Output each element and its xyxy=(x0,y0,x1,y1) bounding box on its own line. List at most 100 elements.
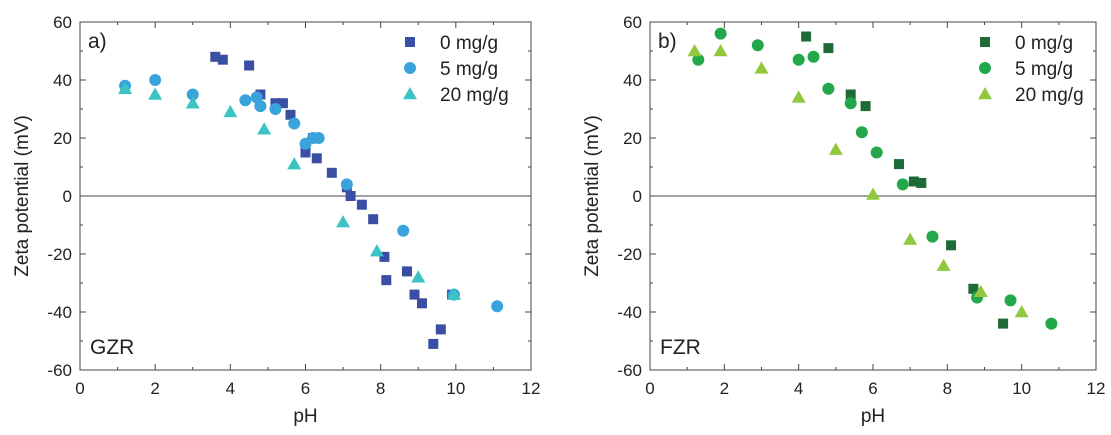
data-point-square xyxy=(845,89,856,100)
y-tick-label: 40 xyxy=(53,71,72,90)
panel-label: a) xyxy=(88,30,107,53)
data-point-circle xyxy=(239,94,252,107)
data-point-triangle xyxy=(791,90,806,103)
data-point-circle xyxy=(288,117,301,130)
y-tick-label: 60 xyxy=(623,13,642,32)
data-point-square xyxy=(409,289,420,300)
data-point-triangle xyxy=(713,44,728,57)
data-point-circle xyxy=(751,39,764,52)
series-circle xyxy=(692,27,1058,330)
data-point-circle xyxy=(491,300,504,313)
series-triangle xyxy=(687,44,1029,318)
data-point-circle xyxy=(254,100,267,113)
data-point-square xyxy=(368,214,379,225)
data-point-triangle xyxy=(687,44,702,57)
data-point-circle xyxy=(792,53,805,66)
chart-panel-b: 0 2 4 6 8 10 12 -60 -40 -20 0 20 40 60 pH Zeta potentia… xyxy=(582,13,1105,427)
y-tick-label: -60 xyxy=(617,361,642,380)
data-point-triangle xyxy=(973,284,988,297)
chart-panel-a: 0 2 4 6 8 10 12 -60 -40 -20 0 20 40 60 pH Zeta potentia… xyxy=(12,13,540,427)
data-point-circle xyxy=(926,230,939,243)
data-point-triangle xyxy=(828,142,843,155)
data-point-circle xyxy=(807,50,820,63)
data-point-circle xyxy=(269,103,282,115)
data-point-circle xyxy=(186,88,199,101)
data-point-circle xyxy=(870,146,883,159)
x-tick-label: 6 xyxy=(868,379,877,398)
x-tick-label: 10 xyxy=(1012,379,1031,398)
data-point-square xyxy=(401,266,412,277)
data-point-triangle xyxy=(336,215,351,228)
y-tick-label: 0 xyxy=(633,187,642,206)
sample-label: FZR xyxy=(660,336,701,359)
legend: 0 mg/g 5 mg/g 20 mg/g xyxy=(403,33,509,106)
data-point-triangle xyxy=(257,122,272,135)
y-axis-title: Zeta potential (mV) xyxy=(582,115,603,277)
data-point-square xyxy=(210,51,221,62)
data-point-square xyxy=(946,240,957,251)
data-point-square xyxy=(345,191,356,201)
data-point-circle xyxy=(340,178,353,191)
data-point-square xyxy=(801,31,812,42)
x-tick-label: 0 xyxy=(75,379,84,398)
data-point-triangle xyxy=(1014,305,1029,318)
data-point-triangle xyxy=(118,81,133,94)
data-point-square xyxy=(311,153,322,164)
data-point-circle xyxy=(692,53,705,66)
y-tick-label: 40 xyxy=(623,71,642,90)
x-tick-label: 10 xyxy=(446,379,465,398)
x-tick-label: 2 xyxy=(720,379,729,398)
data-point-circle xyxy=(844,97,857,110)
legend-label: 0 mg/g xyxy=(440,33,498,54)
x-axis-title: pH xyxy=(293,406,317,427)
y-tick-label: 0 xyxy=(63,187,72,206)
data-point-square xyxy=(435,324,446,335)
data-point-triangle xyxy=(369,244,384,257)
data-point-circle xyxy=(312,132,325,144)
x-tick-label: 8 xyxy=(943,379,952,398)
legend-marker-triangle xyxy=(403,87,417,100)
series-square xyxy=(801,31,1009,329)
y-tick-label: -40 xyxy=(617,303,642,322)
data-point-square xyxy=(379,251,390,262)
data-point-circle xyxy=(714,27,727,40)
legend-label: 20 mg/g xyxy=(440,85,509,106)
data-point-triangle xyxy=(185,96,200,109)
legend: 0 mg/g 5 mg/g 20 mg/g xyxy=(978,33,1084,106)
data-point-circle xyxy=(1045,317,1058,330)
y-tick-label: 20 xyxy=(53,129,72,148)
x-axis-title: pH xyxy=(861,406,885,427)
data-point-square xyxy=(244,60,255,71)
legend-marker-square xyxy=(405,37,415,47)
data-point-circle xyxy=(822,82,835,95)
data-point-square xyxy=(894,159,905,170)
y-tick-label: 60 xyxy=(53,13,72,32)
y-axis-title: Zeta potential (mV) xyxy=(12,115,33,277)
legend-label: 20 mg/g xyxy=(1015,85,1084,106)
series-triangle xyxy=(118,81,461,300)
x-tick-label: 2 xyxy=(150,379,159,398)
legend-label: 0 mg/g xyxy=(1015,33,1073,54)
data-point-triangle xyxy=(866,187,880,200)
x-tick-label: 12 xyxy=(1087,379,1106,398)
y-tick-label: -20 xyxy=(617,245,642,264)
data-point-triangle xyxy=(411,270,426,283)
y-tick-label: -20 xyxy=(47,245,72,264)
legend-marker-triangle xyxy=(978,87,992,100)
data-point-square xyxy=(428,338,439,349)
data-point-square xyxy=(860,101,871,112)
data-point-triangle xyxy=(903,232,918,245)
y-tick-label: -60 xyxy=(47,361,72,380)
data-point-square xyxy=(356,199,367,210)
x-tick-label: 6 xyxy=(301,379,310,398)
x-tick-label: 8 xyxy=(376,379,385,398)
data-point-triangle xyxy=(223,104,238,118)
data-point-square xyxy=(381,275,392,286)
y-tick-label: -40 xyxy=(47,303,72,322)
legend-marker-circle xyxy=(979,62,991,74)
legend-marker-square xyxy=(980,37,990,47)
legend-label: 5 mg/g xyxy=(1015,59,1073,80)
x-tick-label: 4 xyxy=(794,379,803,398)
data-point-circle xyxy=(397,224,410,237)
